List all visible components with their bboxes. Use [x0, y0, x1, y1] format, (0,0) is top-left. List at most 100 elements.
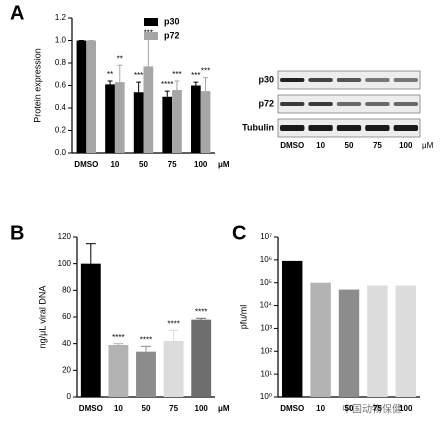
significance: **** [195, 307, 207, 316]
y-tick-label: 10³ [260, 324, 272, 333]
x-tick-label: 10 [316, 404, 325, 413]
y-tick-label: 40 [62, 339, 71, 348]
significance: *** [172, 70, 181, 79]
significance: *** [191, 71, 200, 80]
y-tick-label: 100 [58, 259, 72, 268]
significance: ** [117, 54, 123, 63]
blot-lane-label: 75 [373, 141, 382, 150]
y-tick-label: 0.8 [55, 58, 67, 67]
x-tick-label: DMSO [280, 404, 304, 413]
x-tick-label: 10 [114, 404, 123, 413]
blot-band [365, 78, 390, 82]
y-axis-label: Protein expression [32, 48, 42, 123]
blot-band [280, 78, 305, 82]
blot-band [393, 78, 418, 82]
bar [281, 260, 303, 397]
x-tick-label: 75 [168, 160, 177, 169]
bar [143, 66, 154, 153]
x-tick-label: 50 [345, 404, 354, 413]
y-tick-label: 10⁷ [260, 232, 272, 241]
bar [367, 285, 388, 397]
x-tick-label: 50 [142, 404, 151, 413]
blot-band [280, 125, 305, 131]
blot-row-label: p30 [258, 74, 274, 84]
blot-band [365, 125, 390, 131]
y-tick-label: 10⁴ [260, 301, 273, 310]
blot-unit: μM [422, 141, 434, 150]
x-unit: μM [218, 404, 230, 413]
significance: *** [134, 71, 143, 80]
y-tick-label: 60 [62, 312, 71, 321]
blot-band [308, 102, 333, 106]
panel-label: B [10, 222, 24, 244]
bar [191, 319, 212, 397]
y-tick-label: 0 [67, 392, 72, 401]
y-tick-label: 120 [58, 232, 72, 241]
y-tick-label: 1.0 [55, 36, 67, 45]
blot-band [393, 125, 418, 131]
panel-label: A [10, 2, 24, 24]
significance: **** [112, 333, 124, 342]
blot-band [308, 78, 333, 82]
blot-row-label: Tubulin [242, 122, 274, 132]
bar [136, 351, 156, 397]
blot-lane-label: 50 [345, 141, 354, 150]
significance: *** [201, 67, 210, 76]
x-tick-label: 75 [169, 404, 178, 413]
significance: **** [161, 80, 173, 89]
blot-band [280, 102, 305, 106]
x-tick-label: 100 [399, 404, 413, 413]
legend-swatch [144, 18, 158, 26]
blot-band [336, 102, 362, 106]
bar [338, 289, 360, 397]
blot-band [336, 125, 362, 131]
x-tick-label: 100 [195, 404, 209, 413]
x-tick-label: 10 [110, 160, 119, 169]
y-tick-label: 10⁰ [260, 392, 272, 401]
x-tick-label: 50 [139, 160, 148, 169]
y-tick-label: 1.2 [55, 13, 67, 22]
blot-band [393, 102, 418, 106]
x-tick-label: 100 [194, 160, 208, 169]
y-tick-label: 0.0 [55, 148, 67, 157]
blot-band [308, 125, 333, 131]
bar [200, 91, 211, 153]
y-tick-label: 10⁵ [260, 278, 272, 287]
significance: **** [167, 319, 179, 328]
bar [190, 85, 201, 153]
bar [172, 90, 182, 153]
bar [80, 263, 101, 397]
y-tick-label: 10⁶ [260, 255, 272, 264]
blot-band [365, 102, 390, 106]
bar [163, 341, 184, 397]
bar [133, 92, 144, 153]
y-tick-label: 10² [260, 346, 272, 355]
legend-swatch [144, 32, 158, 40]
bar [162, 96, 173, 153]
significance: **** [140, 335, 152, 344]
legend-label: p30 [164, 16, 180, 26]
y-tick-label: 20 [62, 365, 71, 374]
y-tick-label: 80 [62, 285, 71, 294]
x-tick-label: DMSO [74, 160, 98, 169]
significance: ** [107, 70, 113, 79]
legend-label: p72 [164, 30, 180, 40]
watermark: 中国动物保健 [342, 403, 402, 416]
bar [76, 40, 87, 153]
y-tick-label: 10¹ [260, 369, 272, 378]
blot-lane-label: DMSO [280, 141, 304, 150]
x-tick-label: DMSO [79, 404, 103, 413]
bar [395, 285, 417, 397]
bar [86, 40, 97, 153]
blot-lane-label: 100 [399, 141, 413, 150]
y-tick-label: 0.2 [55, 126, 67, 135]
y-axis-label: pfu/ml [238, 305, 248, 330]
panel-label: C [232, 222, 246, 244]
blot-band [336, 78, 362, 82]
y-axis-label: ng/μL viral DNA [37, 286, 47, 349]
bar [105, 84, 115, 153]
bar [108, 345, 129, 397]
blot-lane-label: 10 [316, 141, 325, 150]
x-unit: μM [218, 160, 230, 169]
